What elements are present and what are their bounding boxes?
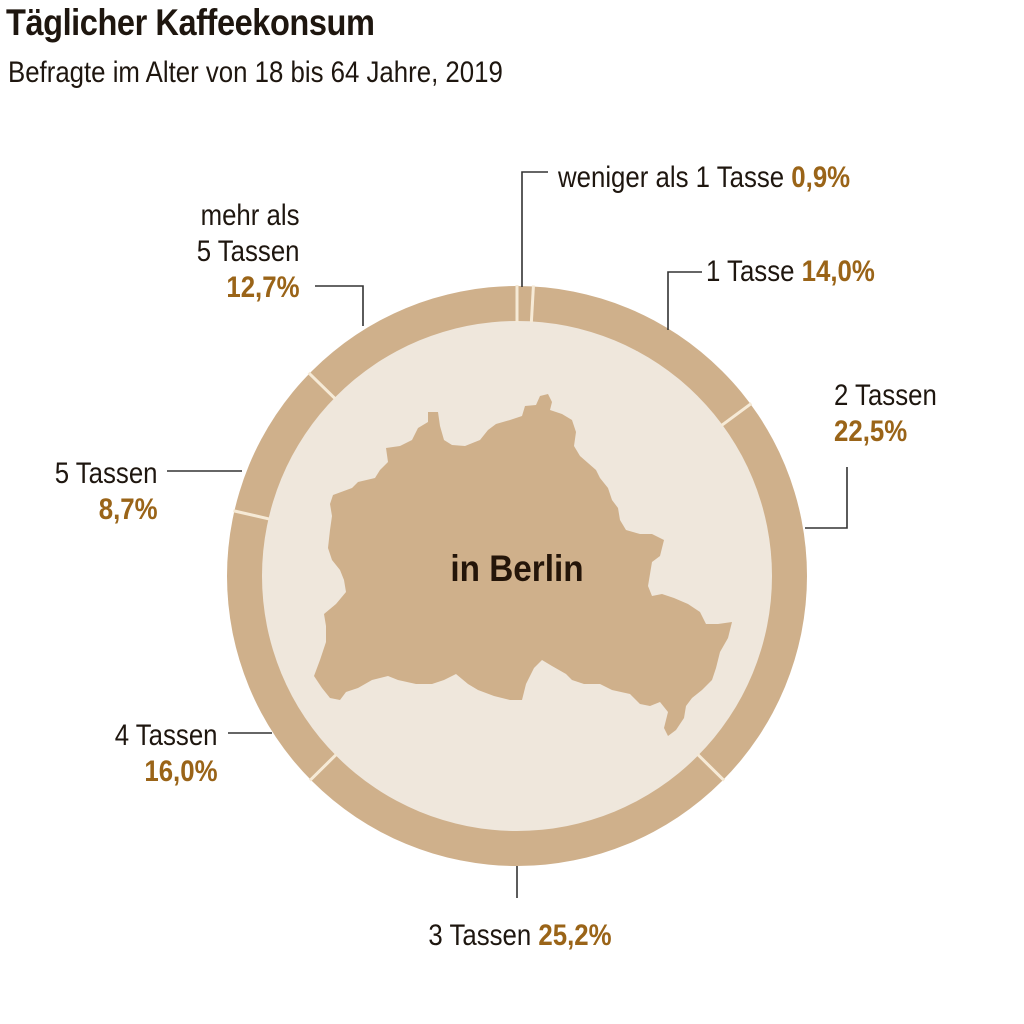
- segment-separator: [529, 285, 535, 323]
- label-text: 3 Tassen: [428, 919, 532, 952]
- label-value: 22,5%: [834, 415, 908, 448]
- label-value: 8,7%: [99, 493, 158, 526]
- segment-separator: [696, 753, 726, 782]
- leader-2-tassen: [805, 467, 848, 529]
- leader-less-than-1: [521, 171, 548, 287]
- label-text: 5 Tassen: [55, 457, 158, 490]
- center-label: in Berlin: [450, 548, 584, 589]
- chart-title: Täglicher Kaffeekonsum: [6, 2, 375, 43]
- label-text-line1: mehr als: [201, 199, 300, 232]
- label-text: 1 Tasse: [706, 255, 795, 288]
- label-5-tassen: 5 Tassen 8,7%: [55, 456, 158, 528]
- label-value: 12,7%: [226, 271, 300, 304]
- leader-lines: [167, 171, 848, 898]
- leader-1-tasse: [667, 271, 702, 330]
- label-3-tassen: 3 Tassen 25,2%: [408, 918, 632, 954]
- label-value: 25,2%: [538, 919, 612, 952]
- segment-separators: [233, 285, 753, 782]
- label-text: 2 Tassen: [834, 379, 937, 412]
- chart-subtitle: Befragte im Alter von 18 bis 64 Jahre, 2…: [8, 56, 503, 89]
- label-4-tassen: 4 Tassen 16,0%: [115, 718, 218, 790]
- label-text: 4 Tassen: [115, 719, 218, 752]
- label-value: 14,0%: [801, 255, 875, 288]
- label-more-than-5: mehr als 5 Tassen 12,7%: [197, 198, 300, 306]
- label-text-line2: 5 Tassen: [197, 235, 300, 268]
- leader-more-than-5: [315, 285, 364, 326]
- label-value: 16,0%: [144, 755, 218, 788]
- segment-separator: [308, 753, 338, 782]
- berlin-map-shape: [314, 394, 732, 736]
- label-less-than-1: weniger als 1 Tasse 0,9%: [558, 160, 850, 196]
- segment-separator: [720, 402, 753, 427]
- label-text: weniger als 1 Tasse: [558, 161, 785, 194]
- label-1-tasse: 1 Tasse 14,0%: [706, 254, 875, 290]
- label-2-tassen: 2 Tassen 22,5%: [834, 378, 937, 450]
- segment-separator: [307, 371, 337, 400]
- label-value: 0,9%: [791, 161, 851, 194]
- segment-separator: [233, 509, 270, 521]
